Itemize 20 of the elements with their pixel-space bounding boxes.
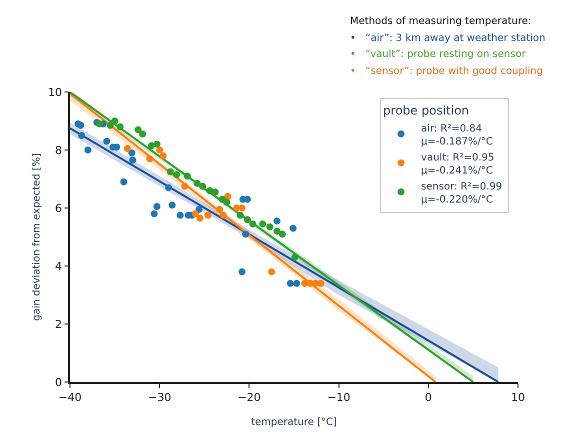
- x-tick-label: −30: [148, 390, 172, 404]
- legend-label: sensor: R²=0.99 μ=-0.220%/°C: [421, 181, 502, 206]
- y-tick-label: 8: [55, 144, 62, 157]
- y-tick-label: 4: [55, 260, 62, 273]
- text: • “air”: 3 km away at weather station: [350, 33, 546, 44]
- y-axis-title: gain deviation from expected [%]: [32, 153, 43, 321]
- y-tick-label: 10: [48, 86, 62, 99]
- y-tick-label: 0: [55, 376, 62, 389]
- x-axis-title: temperature [°C]: [251, 416, 338, 428]
- x-tick-label: 0: [424, 390, 432, 404]
- y-tick-label: 6: [55, 202, 62, 215]
- text: • “sensor”: probe with good coupling: [350, 66, 543, 77]
- x-tick-label: 10: [511, 390, 525, 404]
- x-tick-label: −20: [238, 390, 261, 404]
- x-tick-label: −10: [327, 390, 350, 404]
- text: • “vault”: probe resting on sensor: [350, 49, 527, 60]
- y-tick-label: 2: [55, 318, 62, 331]
- x-tick-label: −40: [58, 390, 82, 404]
- text: Methods of measuring temperature:: [350, 16, 532, 27]
- legend-title: probe position: [383, 103, 470, 118]
